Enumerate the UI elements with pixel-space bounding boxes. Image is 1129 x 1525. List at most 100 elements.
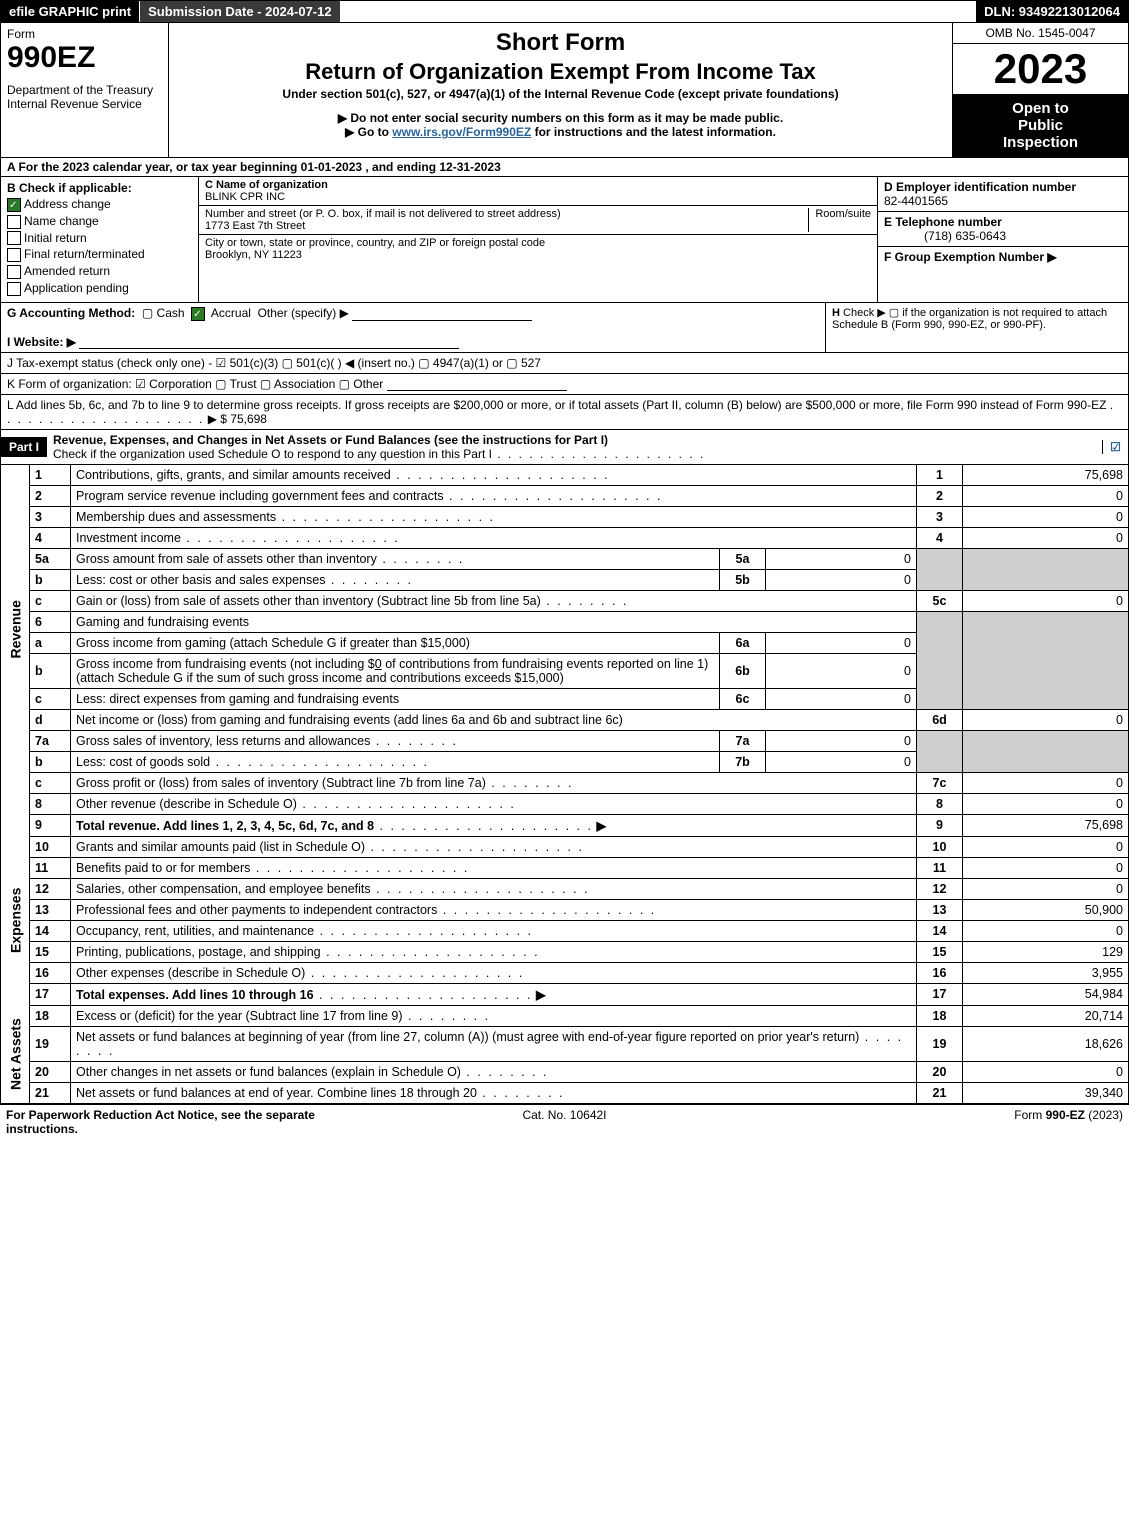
side-label-expenses: Expenses <box>1 836 30 1005</box>
line-desc: Less: cost or other basis and sales expe… <box>71 569 720 590</box>
cb-label: Application pending <box>24 281 129 295</box>
table-row: 7a Gross sales of inventory, less return… <box>1 730 1129 751</box>
dots-leader <box>325 573 413 587</box>
line-value: 0 <box>963 709 1129 730</box>
line-right-num: 1 <box>917 465 963 486</box>
dots-leader <box>250 861 469 875</box>
cb-label: Final return/terminated <box>24 247 145 261</box>
checkbox-icon <box>7 248 21 262</box>
line-desc: Professional fees and other payments to … <box>71 899 917 920</box>
sub-line-value: 0 <box>766 730 917 751</box>
line-right-num: 12 <box>917 878 963 899</box>
row-k-text: K Form of organization: ☑ Corporation ▢ … <box>7 377 383 391</box>
desc-text: Program service revenue including govern… <box>76 489 444 503</box>
dots-leader <box>181 531 400 545</box>
part-1-label: Part I <box>1 437 47 457</box>
line-value: 0 <box>963 878 1129 899</box>
line-desc: Grants and similar amounts paid (list in… <box>71 836 917 857</box>
checkbox-icon <box>7 215 21 229</box>
cb-name-change[interactable]: Name change <box>7 214 192 229</box>
table-row: 8 Other revenue (describe in Schedule O)… <box>1 793 1129 814</box>
cb-app-pending[interactable]: Application pending <box>7 281 192 296</box>
line-num: 18 <box>30 1005 71 1026</box>
line-desc: Net assets or fund balances at end of ye… <box>71 1082 917 1103</box>
line-num: 8 <box>30 793 71 814</box>
box-c-org-info: C Name of organization BLINK CPR INC Num… <box>199 177 877 302</box>
phone-value: (718) 635-0643 <box>884 229 1006 243</box>
box-b-checkboxes: B Check if applicable: Address change Na… <box>1 177 199 302</box>
dots-leader <box>477 1086 565 1100</box>
line-desc: Other expenses (describe in Schedule O) <box>71 962 917 983</box>
table-row: d Net income or (loss) from gaming and f… <box>1 709 1129 730</box>
desc-text: Gross profit or (loss) from sales of inv… <box>76 776 486 790</box>
footer-form-ref: Form 990-EZ (2023) <box>751 1108 1123 1136</box>
line-right-num: 18 <box>917 1005 963 1026</box>
dots-leader <box>305 966 524 980</box>
row-g-accounting: G Accounting Method: ▢ Cash Accrual Othe… <box>1 303 825 352</box>
desc-text: Membership dues and assessments <box>76 510 276 524</box>
sub-line-value: 0 <box>766 632 917 653</box>
irs-label: Internal Revenue Service <box>7 97 162 111</box>
table-row: Revenue 1 Contributions, gifts, grants, … <box>1 465 1129 486</box>
line-value: 0 <box>963 793 1129 814</box>
open-line3: Inspection <box>957 134 1124 151</box>
line-desc: Investment income <box>71 527 917 548</box>
line-desc: Gross sales of inventory, less returns a… <box>71 730 720 751</box>
table-row: 13 Professional fees and other payments … <box>1 899 1129 920</box>
line-right-num: 8 <box>917 793 963 814</box>
line-desc: Less: cost of goods sold <box>71 751 720 772</box>
checkbox-icon <box>7 198 21 212</box>
cb-amended[interactable]: Amended return <box>7 264 192 279</box>
checkbox-icon <box>7 265 21 279</box>
table-row: 5a Gross amount from sale of assets othe… <box>1 548 1129 569</box>
table-row: 14 Occupancy, rent, utilities, and maint… <box>1 920 1129 941</box>
desc-text: Investment income <box>76 531 181 545</box>
line-desc: Benefits paid to or for members <box>71 857 917 878</box>
desc-text: Net assets or fund balances at beginning… <box>76 1030 859 1044</box>
line-num: 13 <box>30 899 71 920</box>
street-label: Number and street (or P. O. box, if mail… <box>205 208 561 220</box>
footer-cat-no: Cat. No. 10642I <box>378 1108 750 1136</box>
efile-print-button[interactable]: efile GRAPHIC print <box>1 1 139 22</box>
dots-leader <box>492 447 705 461</box>
line-num: 12 <box>30 878 71 899</box>
cb-initial-return[interactable]: Initial return <box>7 231 192 246</box>
box-def: D Employer identification number 82-4401… <box>877 177 1128 302</box>
grey-cell <box>917 611 963 709</box>
row-l-text: L Add lines 5b, 6c, and 7b to line 9 to … <box>7 398 1106 412</box>
line-num: 19 <box>30 1026 71 1061</box>
irs-link[interactable]: www.irs.gov/Form990EZ <box>392 125 531 139</box>
schedule-o-checkbox[interactable]: ☑ <box>1102 440 1128 454</box>
dots-leader <box>444 489 663 503</box>
sub-line-num: 5a <box>720 548 766 569</box>
e-label: E Telephone number <box>884 215 1002 229</box>
cb-final-return[interactable]: Final return/terminated <box>7 247 192 262</box>
open-line1: Open to <box>957 100 1124 117</box>
website-input-line[interactable] <box>79 336 459 349</box>
line-num: 21 <box>30 1082 71 1103</box>
g-label: G Accounting Method: <box>7 306 135 320</box>
line-num: 6 <box>30 611 71 632</box>
desc-text: Net assets or fund balances at end of ye… <box>76 1086 477 1100</box>
open-to-public: Open to Public Inspection <box>953 94 1128 157</box>
line-num: 3 <box>30 506 71 527</box>
line-value: 0 <box>963 836 1129 857</box>
blank-input-line[interactable] <box>352 308 532 321</box>
desc-text: Gain or (loss) from sale of assets other… <box>76 594 541 608</box>
grey-cell <box>963 548 1129 590</box>
dots-leader <box>437 903 656 917</box>
arrow-icon: ▶ <box>536 988 546 1002</box>
cb-address-change[interactable]: Address change <box>7 197 192 212</box>
line-num: 17 <box>30 983 71 1005</box>
top-bar: efile GRAPHIC print Submission Date - 20… <box>0 0 1129 23</box>
line-desc: Printing, publications, postage, and shi… <box>71 941 917 962</box>
goto-suffix: for instructions and the latest informat… <box>535 125 776 139</box>
desc-text: Gross sales of inventory, less returns a… <box>76 734 370 748</box>
line-value: 0 <box>963 506 1129 527</box>
line-desc: Contributions, gifts, grants, and simila… <box>71 465 917 486</box>
desc-text: Excess or (deficit) for the year (Subtra… <box>76 1009 403 1023</box>
line-num: b <box>30 653 71 688</box>
subtitle: Under section 501(c), 527, or 4947(a)(1)… <box>177 87 944 101</box>
other-org-line[interactable] <box>387 378 567 391</box>
title-return: Return of Organization Exempt From Incom… <box>177 59 944 85</box>
